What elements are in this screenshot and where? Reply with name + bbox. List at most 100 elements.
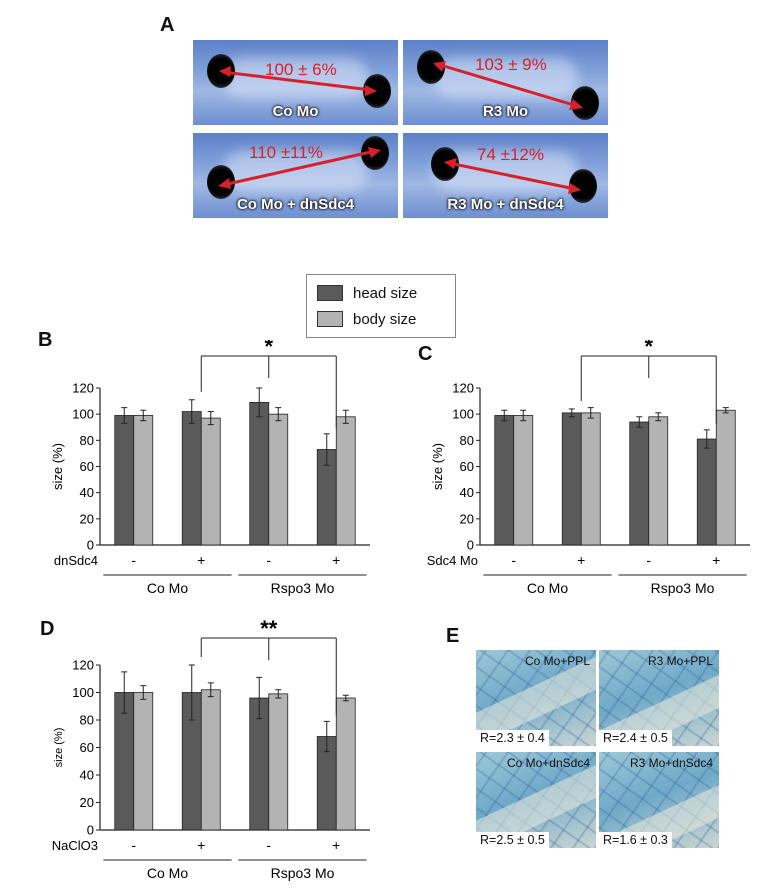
measurement-value: 103 ± 9% [475, 55, 547, 74]
significance-marker: ** [260, 620, 278, 641]
bar-body-size [268, 693, 289, 831]
measurement-value: 110 ±11% [249, 143, 323, 162]
group-label: Rspo3 Mo [651, 580, 715, 596]
panel-c-letter: C [418, 343, 433, 365]
treatment-label: NaClO3 [52, 838, 98, 853]
measurement-value: 74 ±12% [477, 145, 544, 164]
photo-caption: R3 Mo + dnSdc4 [447, 196, 564, 213]
y-tick-label: 40 [80, 768, 94, 783]
photo-r3-mo-dnsdc4: 74 ±12% R3 Mo + dnSdc4 [403, 133, 608, 218]
y-tick-label: 40 [80, 485, 94, 500]
treatment-sign: + [332, 837, 340, 853]
bar-body-size [200, 417, 221, 546]
y-tick-label: 120 [452, 381, 474, 396]
bar-head-size [629, 421, 650, 546]
y-tick-label: 80 [80, 433, 94, 448]
bar-body-size [580, 412, 601, 546]
photo-caption: Co Mo + dnSdc4 [236, 196, 355, 213]
treatment-sign: + [197, 837, 205, 853]
treatment-label: dnSdc4 [54, 553, 98, 568]
treatment-sign: + [197, 552, 205, 568]
y-tick-label: 60 [460, 459, 474, 474]
y-tick-label: 120 [72, 381, 94, 396]
photo-co-mo-dnsdc4: 110 ±11% Co Mo + dnSdc4 [193, 133, 398, 218]
y-tick-label: 120 [72, 658, 94, 673]
bar-body-size [200, 689, 221, 831]
photo-co-mo: 100 ± 6% Co Mo [193, 40, 398, 125]
treatment-sign: - [131, 552, 136, 568]
treatment-sign: - [646, 552, 651, 568]
measurement-arrow-icon [219, 66, 377, 96]
y-tick-label: 20 [80, 511, 94, 526]
bar-head-size [249, 401, 270, 546]
panel-b-letter: B [38, 329, 53, 351]
y-tick-label: 60 [80, 459, 94, 474]
bar-body-size [648, 416, 669, 546]
y-tick-label: 40 [460, 485, 474, 500]
ratio-value: R=2.5 ± 0.5 [476, 832, 549, 848]
micrograph-label: Co Mo+PPL [524, 654, 590, 668]
bar-head-size [561, 412, 582, 546]
measurement-arrow-icon [444, 158, 581, 194]
panel-d-letter: D [40, 618, 55, 640]
legend-item-head: head size [317, 283, 417, 303]
photo-caption: R3 Mo [483, 103, 528, 120]
group-label: Co Mo [147, 865, 188, 881]
y-tick-label: 20 [80, 795, 94, 810]
y-tick-label: 60 [80, 740, 94, 755]
y-tick-label: 80 [80, 713, 94, 728]
y-tick-label: 100 [72, 407, 94, 422]
bar-head-size [181, 411, 202, 546]
treatment-label: Sdc4 Mo [427, 553, 478, 568]
bar-body-size [715, 409, 736, 546]
bar-head-size [494, 415, 515, 546]
bar-chart-b: 0 20 40 60 80 100 120 size (%) - + - + dnSdc4 Co Mo Rs… [50, 340, 370, 596]
panel-e-letter: E [446, 625, 460, 647]
measurement-arrow-icon [218, 147, 381, 189]
micrograph-r3-mo-ppl: R3 Mo+PPL R=2.4 ± 0.5 [599, 650, 719, 746]
y-tick-label: 100 [72, 685, 94, 700]
y-tick-label: 0 [87, 823, 94, 838]
treatment-sign: + [577, 552, 585, 568]
legend-label: body size [353, 310, 417, 328]
legend-item-body: body size [317, 309, 416, 329]
bar-body-size [335, 416, 356, 546]
micrograph-co-mo-dnsdc4: Co Mo+dnSdc4 R=2.5 ± 0.5 [476, 752, 596, 848]
y-axis-label: size (%) [53, 728, 65, 768]
bar-body-size [133, 415, 154, 546]
treatment-sign: - [266, 837, 271, 853]
bar-chart-d: 0 20 40 60 80 100 120 size (%) - + - + NaClO3 Co Mo Rs… [52, 620, 370, 881]
chart-legend: head size body size [306, 274, 456, 338]
significance-marker: * [264, 340, 273, 359]
y-axis-label: size (%) [50, 443, 65, 490]
treatment-sign: - [511, 552, 516, 568]
photo-caption: Co Mo [272, 103, 319, 120]
panel-a-letter: A [160, 14, 175, 36]
group-label: Rspo3 Mo [271, 865, 335, 881]
legend-swatch [317, 285, 343, 301]
treatment-sign: + [712, 552, 720, 568]
measurement-value: 100 ± 6% [265, 60, 337, 79]
micrograph-label: Co Mo+dnSdc4 [506, 756, 590, 770]
micrograph-co-mo-ppl: Co Mo+PPL R=2.3 ± 0.4 [476, 650, 596, 746]
micrograph-label: R3 Mo+dnSdc4 [629, 756, 713, 770]
photo-r3-mo: 103 ± 9% R3 Mo [403, 40, 608, 125]
bar-head-size [114, 415, 135, 546]
group-label: Co Mo [147, 580, 188, 596]
y-tick-label: 80 [460, 433, 474, 448]
bar-head-size [696, 438, 717, 546]
significance-marker: * [644, 340, 653, 359]
treatment-sign: - [131, 837, 136, 853]
legend-label: head size [353, 284, 418, 302]
micrograph-label: R3 Mo+PPL [647, 654, 713, 668]
ratio-value: R=2.4 ± 0.5 [599, 730, 672, 746]
bar-body-size [513, 415, 534, 546]
group-label: Co Mo [527, 580, 568, 596]
bar-chart-c: 0 20 40 60 80 100 120 size (%) - + - + Sdc4 Mo Co Mo R… [427, 340, 750, 596]
group-label: Rspo3 Mo [271, 580, 335, 596]
legend-swatch [317, 311, 343, 327]
y-tick-label: 0 [87, 538, 94, 553]
y-tick-label: 100 [452, 407, 474, 422]
measurement-arrow-icon [433, 61, 583, 110]
treatment-sign: + [332, 552, 340, 568]
